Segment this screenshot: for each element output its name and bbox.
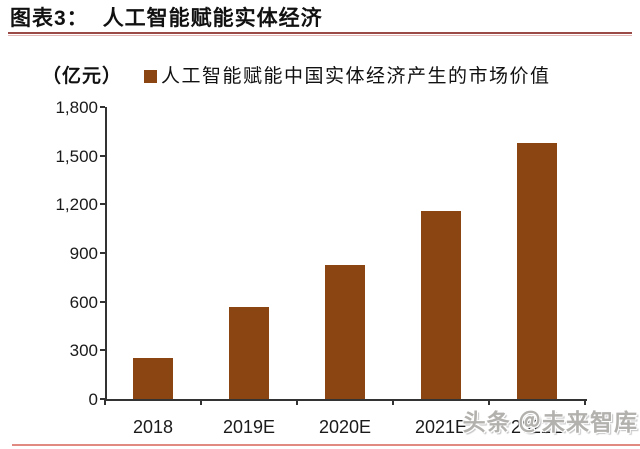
- y-tick-label: 900: [69, 244, 98, 263]
- y-axis-tick: [100, 398, 105, 400]
- y-axis-tick: [100, 252, 105, 254]
- figure-title-text: 人工智能赋能实体经济: [102, 7, 323, 30]
- y-axis-tick: [100, 300, 105, 303]
- y-tick-label: 1,200: [55, 195, 98, 215]
- watermark: 头条 ＠未来智库: [462, 409, 638, 435]
- bottom-rule: [12, 444, 640, 446]
- x-axis-tick: [296, 399, 298, 405]
- figure-title: 图表3： 人工智能赋能实体经济: [10, 2, 323, 32]
- title-underline-light: [8, 35, 632, 36]
- y-axis-line: [105, 107, 107, 401]
- bar: [421, 210, 461, 399]
- legend-series-label: 人工智能赋能中国实体经济产生的市场价值: [161, 66, 551, 87]
- x-axis-tick: [392, 399, 394, 405]
- x-axis-tick: [488, 399, 490, 405]
- bar: [517, 142, 557, 399]
- y-axis-tick: [100, 203, 105, 206]
- y-axis-tick: [100, 349, 105, 352]
- x-axis-tick: [200, 399, 202, 405]
- bar: [229, 306, 269, 399]
- x-axis-tick: [104, 399, 106, 405]
- y-tick-label: 1,500: [55, 146, 98, 166]
- bar: [133, 358, 173, 399]
- x-axis-line: [105, 399, 587, 401]
- y-axis-tick: [100, 154, 105, 157]
- x-tick-label: 2022E: [510, 417, 564, 437]
- bar: [325, 265, 365, 399]
- y-tick-label: 300: [69, 341, 98, 361]
- x-tick-label: 2019E: [222, 417, 276, 437]
- y-tick-label: 1,800: [55, 98, 98, 117]
- x-tick-label: 2020E: [318, 417, 372, 437]
- x-axis-tick: [584, 399, 586, 405]
- y-axis-top-tick: [100, 106, 105, 108]
- title-underline-dark: [8, 32, 632, 34]
- y-tick-label: 600: [69, 292, 98, 312]
- legend-swatch-icon: [144, 70, 157, 83]
- axis-unit-label: （亿元）: [42, 66, 123, 87]
- x-tick-label: 2021E: [414, 417, 468, 437]
- chart-legend: 人工智能赋能中国实体经济产生的市场价值: [144, 61, 551, 88]
- y-tick-label: 0: [88, 390, 98, 409]
- figure-label: 图表3：: [10, 7, 89, 30]
- x-tick-label: 2018: [132, 417, 174, 437]
